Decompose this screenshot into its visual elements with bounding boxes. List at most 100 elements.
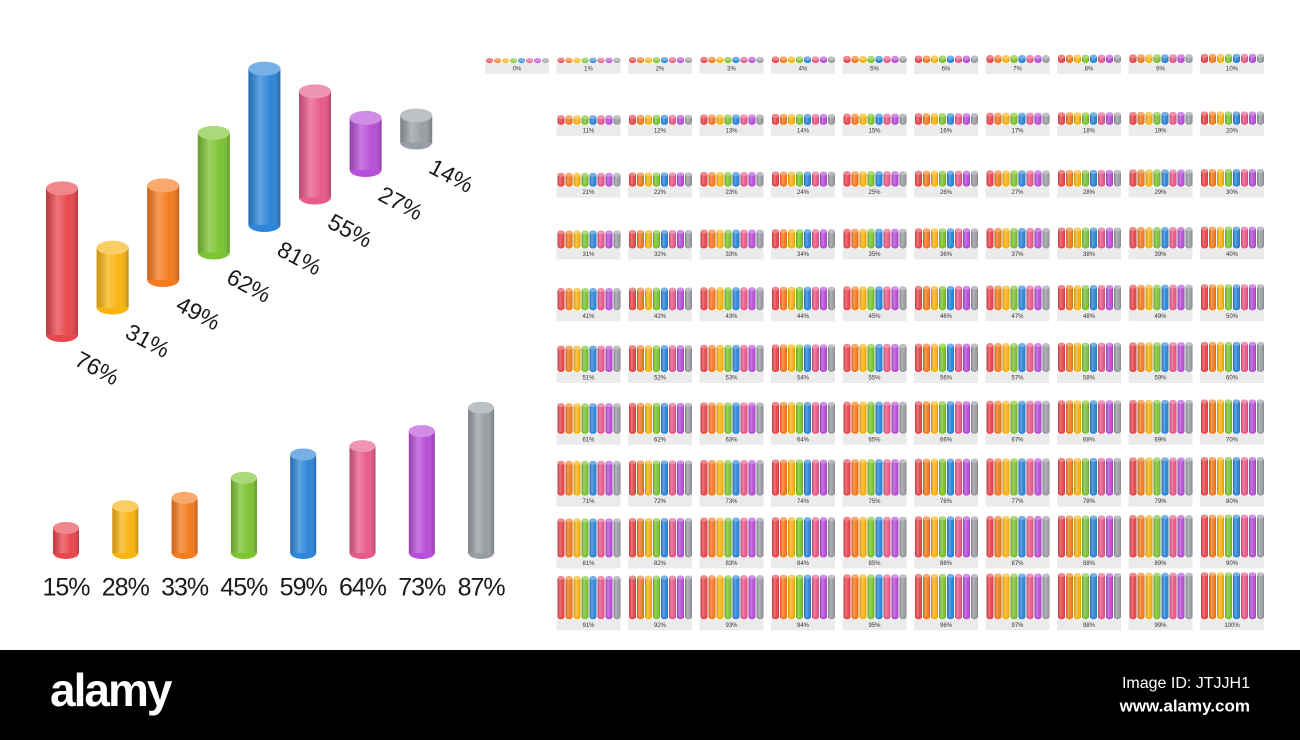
cylinder-top — [1026, 343, 1034, 348]
cylinder-top — [1137, 572, 1145, 577]
cylinder-top — [573, 57, 581, 62]
cylinder-shade — [883, 576, 891, 618]
cylinder-shade — [859, 518, 867, 556]
tile-label: 60% — [1226, 376, 1239, 382]
tile-label-bg — [842, 63, 907, 74]
cylinder-shade — [1058, 517, 1065, 556]
cylinder-shade — [637, 116, 644, 123]
cylinder-top — [629, 114, 636, 119]
cylinder-shade — [1106, 287, 1113, 309]
tile-label-bg — [1200, 372, 1264, 383]
cylinder-shade — [1058, 344, 1065, 370]
cylinder-shade — [1026, 229, 1034, 247]
cylinder-shade — [1241, 574, 1248, 618]
tile-label-bg — [628, 495, 692, 507]
cylinder-top — [581, 57, 589, 62]
cylinder-top — [883, 55, 891, 60]
cylinder-shade — [1161, 344, 1169, 370]
cylinder-top — [1042, 458, 1050, 463]
cylinder-shade — [1225, 574, 1232, 618]
cylinder-shade — [1066, 171, 1073, 185]
cylinder-shade — [1137, 229, 1145, 247]
cylinder-top — [1058, 169, 1065, 174]
cylinder-shade — [700, 519, 708, 556]
tile-label-bg — [914, 63, 978, 74]
cylinder-top — [780, 229, 787, 234]
cylinder-top — [883, 401, 891, 406]
cylinder-shade — [748, 289, 756, 309]
cylinder-top — [597, 230, 605, 235]
cylinder-top — [915, 113, 922, 118]
cylinder-shade — [875, 518, 883, 556]
cylinder-top — [939, 516, 946, 521]
tile-label-bg — [842, 433, 907, 445]
cylinder-shade — [947, 460, 954, 494]
tile-label-bg — [914, 124, 978, 136]
cylinder-shade — [748, 116, 756, 123]
cylinder-top — [891, 113, 899, 118]
cylinder-top — [1082, 285, 1089, 290]
cylinder-shade — [1169, 344, 1177, 370]
cylinder-top — [1066, 54, 1073, 59]
cylinder-top — [812, 574, 819, 579]
cylinder-shade — [1209, 171, 1216, 185]
cylinder-shade — [796, 403, 803, 432]
cylinder-top — [581, 460, 589, 465]
cylinder-shade — [1241, 286, 1248, 309]
cylinder-shade — [875, 230, 883, 247]
tile-label: 100% — [1224, 623, 1240, 629]
cylinder-top — [557, 57, 565, 62]
cylinder-shade — [780, 576, 787, 618]
cylinder-top — [843, 113, 851, 118]
cylinder-top — [828, 286, 835, 291]
cylinder-shade — [883, 345, 891, 370]
cylinder-top — [1233, 572, 1240, 577]
value-label: 15% — [42, 574, 90, 602]
cylinder-shade — [46, 188, 78, 335]
cylinder-top — [986, 170, 994, 175]
cylinder-top — [780, 344, 787, 349]
cylinder-shade — [1114, 56, 1121, 61]
cylinder-top — [828, 401, 835, 406]
tile-label: 34% — [797, 252, 810, 258]
cylinder-top — [661, 114, 668, 119]
cylinder-top — [645, 114, 652, 119]
cylinder-top — [677, 517, 684, 522]
cylinder-shade — [1106, 459, 1113, 494]
cylinder-shade — [947, 115, 954, 123]
tile-label-bg — [985, 310, 1050, 322]
cylinder-top — [740, 517, 748, 522]
cylinder-shade — [1201, 286, 1208, 309]
cylinder-shade — [1082, 517, 1089, 556]
cylinder-top — [1217, 572, 1224, 577]
cylinder-top — [756, 171, 764, 176]
cylinder-top — [1153, 54, 1161, 59]
cylinder-top — [661, 460, 668, 465]
cylinder-shade — [915, 172, 922, 185]
cylinder-top — [1257, 169, 1264, 173]
cylinder-top — [708, 459, 716, 464]
cylinder-top — [613, 518, 621, 523]
tile-label-bg — [914, 619, 978, 631]
cylinder-top — [1145, 111, 1153, 116]
cylinder-top — [899, 228, 907, 233]
cylinder-shade — [724, 116, 732, 123]
cylinder-shade — [748, 577, 756, 618]
cylinder-top — [1002, 55, 1010, 60]
cylinder-top — [613, 57, 621, 62]
cylinder-top — [820, 344, 827, 349]
cylinder-top — [780, 517, 787, 522]
cylinder-top — [1082, 400, 1089, 405]
cylinder-shade — [867, 173, 875, 185]
cylinder-top — [1145, 54, 1153, 59]
cylinder-top — [788, 517, 795, 522]
cylinder-shade — [1241, 459, 1248, 494]
tile-label-bg — [699, 433, 764, 445]
cylinder-top — [748, 402, 756, 407]
tile-label-bg — [556, 495, 621, 507]
cylinder-shade — [1185, 344, 1193, 370]
cylinder-top — [931, 228, 938, 233]
cylinder-shade — [1074, 517, 1081, 556]
cylinder-shade — [994, 345, 1002, 370]
cylinder-shade — [557, 347, 565, 370]
